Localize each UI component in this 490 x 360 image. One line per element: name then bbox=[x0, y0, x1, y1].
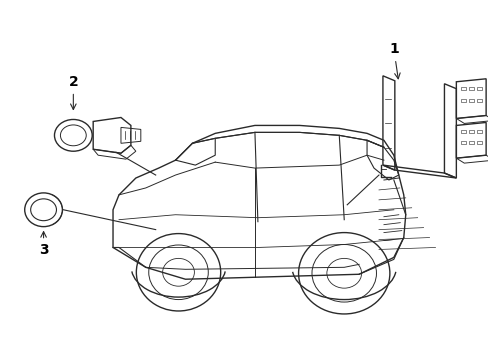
Text: 1: 1 bbox=[389, 42, 400, 79]
Text: 2: 2 bbox=[69, 75, 78, 109]
Text: 3: 3 bbox=[39, 231, 49, 257]
